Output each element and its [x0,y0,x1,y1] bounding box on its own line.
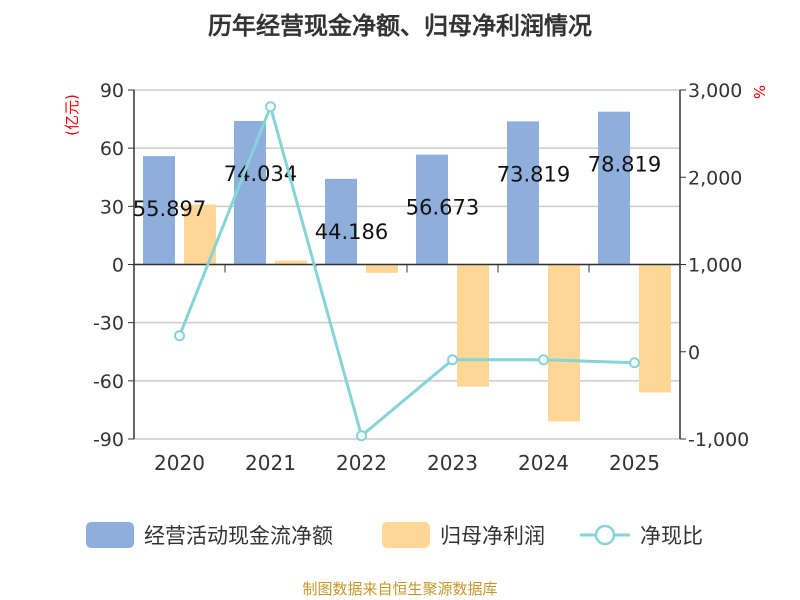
x-tick-label: 2023 [427,451,478,475]
y-right-axis-label: % [750,85,768,99]
x-tick-label: 2020 [154,451,205,475]
chart-title: 历年经营现金净额、归母净利润情况 [208,12,592,40]
bar-cash-flow [234,120,266,265]
line-point [447,354,458,366]
data-label: 56.673 [406,196,479,220]
y-left-tick-label: -60 [93,371,124,393]
y-left-tick-label: 60 [100,138,124,160]
data-label: 74.034 [224,162,297,186]
bar-cash-flow [507,121,539,265]
x-tick-label: 2024 [518,451,569,475]
line-cash-ratio [178,102,635,439]
y-left-axis-label: (亿元) [63,94,81,136]
line-point [174,330,185,342]
y-right-tick-label: -1,000 [688,429,749,451]
legend-marker-cash-ratio [594,524,616,546]
legend-swatch-net-profit [382,522,430,548]
line-point [356,430,367,442]
bar-net-profit [639,264,671,393]
data-label: 73.819 [497,162,570,186]
data-label: 44.186 [315,220,388,244]
legend-label-cash-ratio: 净现比 [640,524,703,548]
y-left-tick-label: -30 [93,313,124,335]
y-right-tick-label: 0 [688,342,700,364]
data-label: 78.819 [588,153,661,177]
y-right-tick-label: 1,000 [688,255,742,277]
x-tick-label: 2022 [336,451,387,475]
legend-label-cash-flow: 经营活动现金流净额 [144,524,333,548]
bar-net-profit [275,260,307,265]
legend-label-net-profit: 归母净利润 [440,524,545,548]
y-left-tick-label: 30 [100,196,124,218]
x-tick-label: 2021 [245,451,296,475]
data-label: 55.897 [133,197,206,221]
legend-swatch-cash-flow [86,522,134,548]
footer-source: 制图数据来自恒生聚源数据库 [302,580,497,598]
bar-cash-flow [143,156,175,265]
y-right-tick-label: 2,000 [688,167,742,189]
bar-cash-flow [325,178,357,265]
y-left-tick-label: 0 [112,255,124,277]
line-point [629,357,640,369]
bar-net-profit [548,264,580,422]
line-point [265,101,276,113]
y-right-tick-label: 3,000 [688,80,742,102]
bar-net-profit [366,264,398,273]
bar-net-profit [457,264,489,387]
y-left-tick-label: 90 [100,80,124,102]
line-point [538,354,549,366]
bar-cash-flow [598,111,630,265]
y-left-tick-label: -90 [93,429,124,451]
x-tick-label: 2025 [609,451,660,475]
bar-cash-flow [416,154,448,265]
